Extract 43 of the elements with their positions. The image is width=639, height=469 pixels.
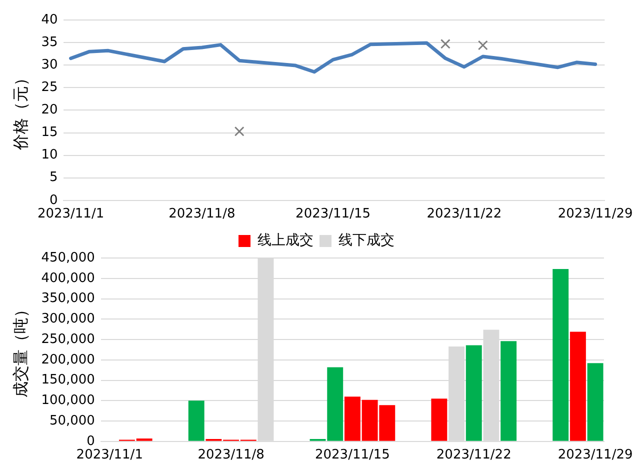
y-tick-label: 0 bbox=[86, 434, 95, 449]
y-tick-label: 35 bbox=[41, 34, 58, 50]
x-tick-label: 2023/11/29 bbox=[558, 206, 633, 222]
bar bbox=[466, 345, 482, 441]
x-tick-label: 2023/11/15 bbox=[314, 448, 390, 463]
y-axis-title: 价格（元） bbox=[10, 70, 30, 152]
bar bbox=[500, 341, 517, 441]
y-tick-label: 250,000 bbox=[41, 332, 95, 347]
y-axis-title: 成交量（吨） bbox=[10, 302, 30, 398]
y-tick-label: 100,000 bbox=[41, 393, 95, 408]
y-tick-label: 25 bbox=[41, 80, 58, 96]
bar bbox=[570, 332, 586, 441]
y-tick-label: 150,000 bbox=[41, 372, 95, 388]
x-tick-label: 2023/11/1 bbox=[37, 206, 104, 222]
point bbox=[478, 40, 488, 50]
y-tick-label: 450,000 bbox=[41, 250, 95, 266]
bar bbox=[431, 398, 448, 441]
x-tick-label: 2023/11/22 bbox=[426, 206, 502, 222]
bar bbox=[188, 400, 204, 441]
y-tick-label: 50,000 bbox=[49, 413, 95, 428]
point bbox=[440, 38, 450, 49]
bar bbox=[552, 269, 569, 441]
x-tick-label: 2023/11/15 bbox=[296, 206, 370, 222]
y-tick-label: 10 bbox=[41, 148, 58, 163]
y-tick-label: 30 bbox=[41, 57, 58, 72]
bar bbox=[587, 363, 604, 441]
x-tick-label: 2023/11/8 bbox=[198, 448, 264, 463]
y-tick-label: 15 bbox=[41, 125, 58, 140]
x-tick-label: 2023/11/29 bbox=[558, 448, 633, 463]
y-tick-label: 400,000 bbox=[41, 270, 95, 286]
x-tick-label: 2023/11/8 bbox=[168, 206, 236, 222]
legend-label: 线上成交 bbox=[258, 232, 314, 249]
y-tick-label: 350,000 bbox=[41, 291, 95, 306]
x-tick-label: 2023/11/1 bbox=[76, 448, 143, 463]
y-tick-label: 20 bbox=[41, 102, 58, 118]
point bbox=[234, 126, 244, 136]
y-tick-label: 40 bbox=[41, 12, 58, 28]
y-tick-label: 0 bbox=[49, 192, 58, 208]
y-tick-label: 300,000 bbox=[41, 312, 95, 327]
y-tick-label: 5 bbox=[49, 170, 58, 186]
y-tick-label: 200,000 bbox=[41, 352, 95, 368]
legend-label: 线下成交 bbox=[338, 232, 394, 249]
x-tick-label: 2023/11/22 bbox=[436, 448, 512, 463]
